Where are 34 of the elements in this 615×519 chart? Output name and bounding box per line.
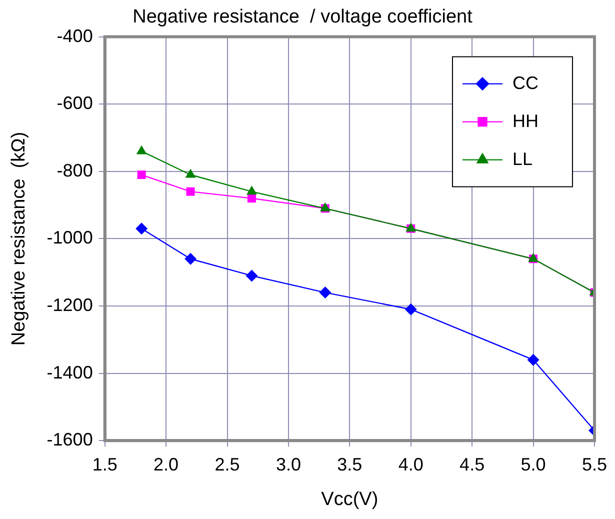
point [137,170,146,180]
x-tick-label: 5.5 [582,454,608,474]
y-tick-label: -1600 [46,430,93,450]
x-tick-label: 2.5 [214,454,240,474]
x-tick-label: 3.5 [337,454,362,474]
point [246,186,257,195]
x-tick-label: 1.5 [92,454,118,474]
legend-label: CC [512,72,538,93]
point [136,222,148,235]
y-tick-label: -1200 [46,294,93,315]
x-tick-label: 3.0 [276,454,301,474]
point [186,187,195,196]
y-tick-label: -600 [56,93,93,114]
y-tick-label: -1000 [46,228,93,248]
y-tick-label: -400 [56,26,93,46]
y-tick-label: -800 [56,160,93,180]
point [404,303,417,316]
point [247,194,256,203]
point [319,286,332,299]
legend-label: HH [512,110,538,131]
point [136,145,147,154]
x-tick-label: 5.0 [520,454,546,474]
x-tick-label: 2.0 [154,454,179,474]
chart-title: Negative resistance / voltage coefficient [132,6,474,28]
x-tick-label: 4.0 [398,454,424,474]
point [246,270,258,282]
point [185,168,196,178]
y-tick-label: -1400 [46,362,93,382]
point [527,354,540,366]
x-tick-label: 4.5 [460,454,485,474]
x-axis-title: Vcc(V) [321,488,378,510]
y-axis-title: Negative resistance (kΩ) [8,132,30,346]
point [184,252,197,265]
legend-label: LL [512,148,533,169]
